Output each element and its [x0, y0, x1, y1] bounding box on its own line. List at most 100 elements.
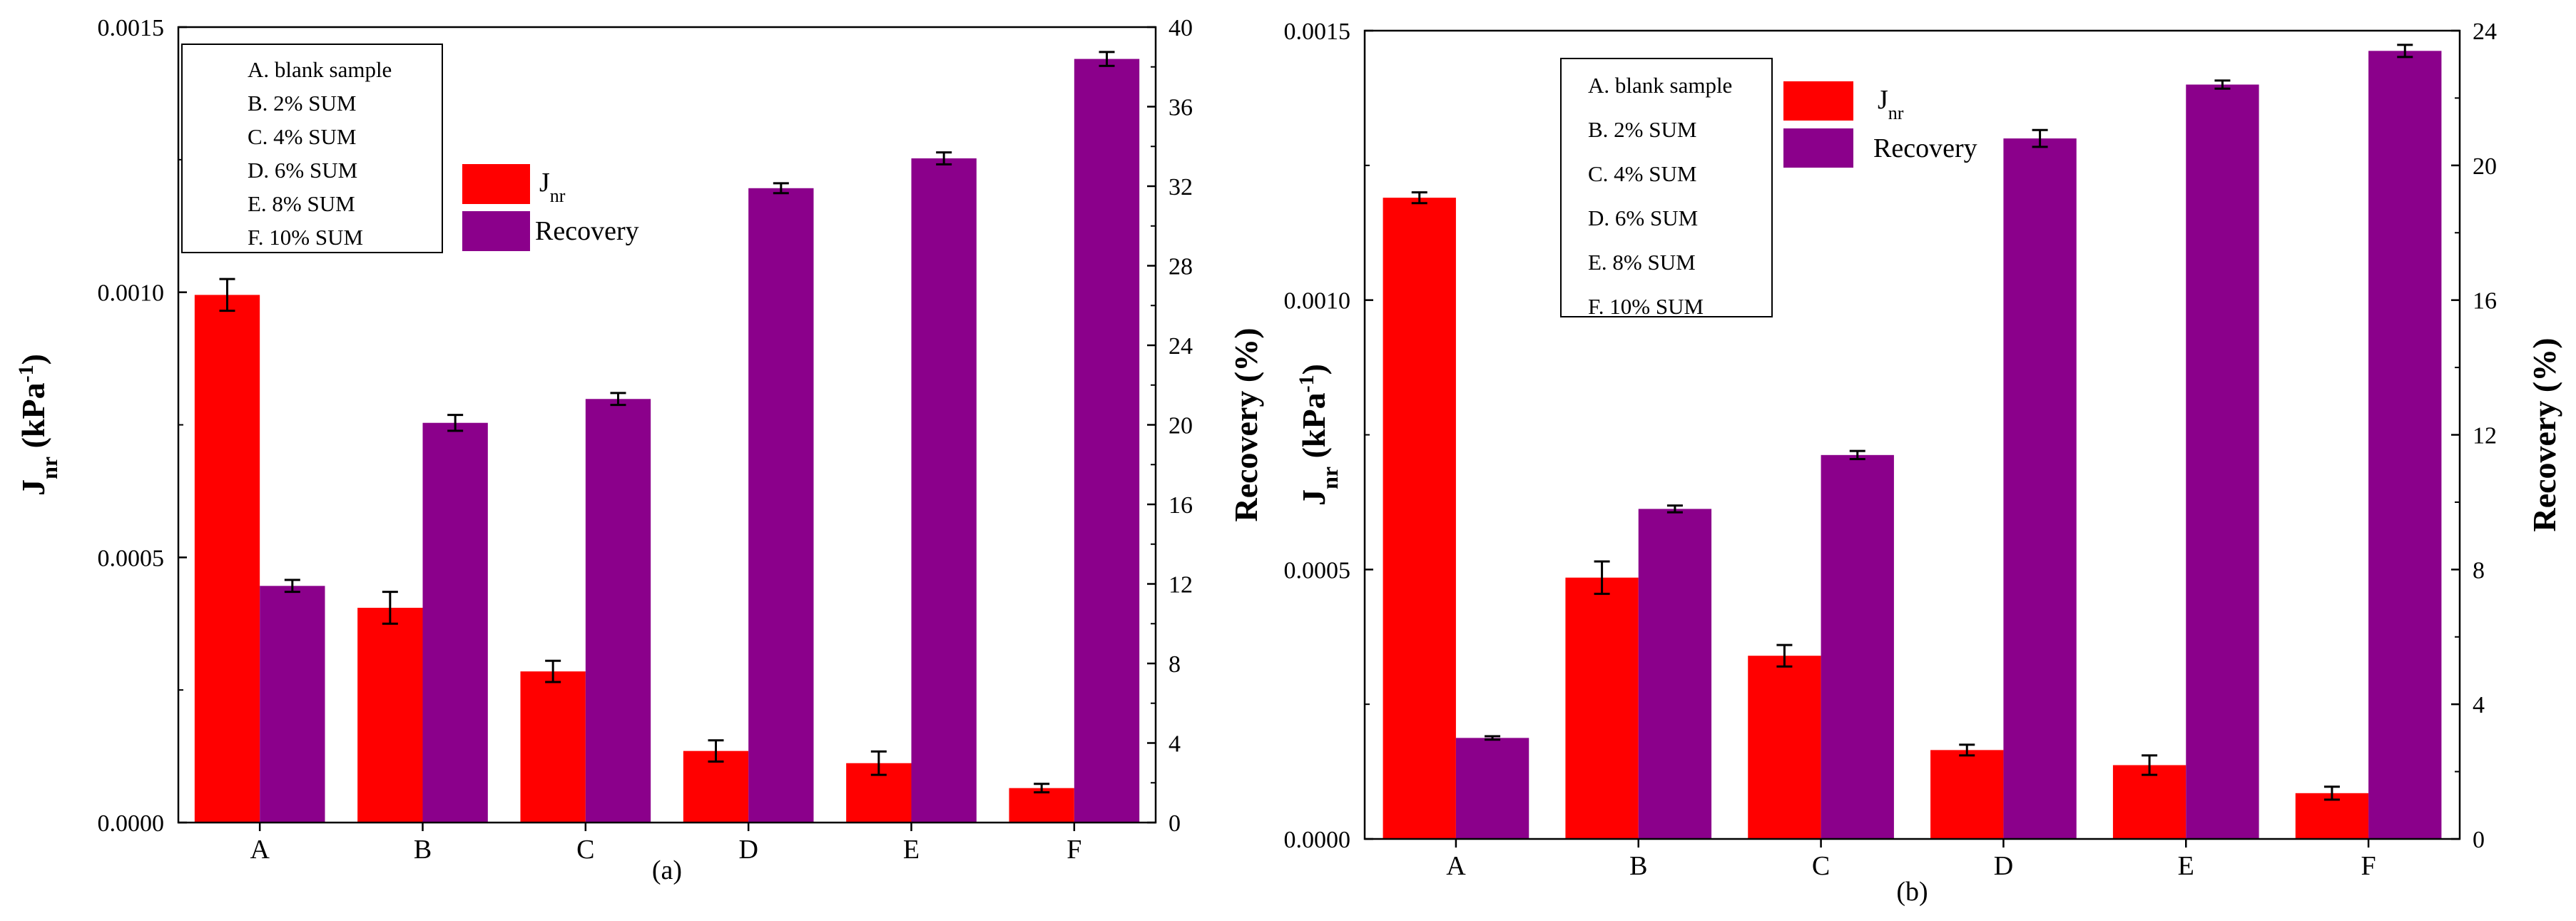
chartb-x-tick-label: B — [1629, 851, 1647, 881]
charta-bar-recovery-B — [422, 422, 488, 823]
chartb-legend-label-jnr-main: J — [1878, 85, 1888, 115]
charta-right-tick-label: 40 — [1169, 15, 1193, 41]
charta-legend-label-jnr: Jnr — [539, 168, 566, 206]
chartb-left-axis-title: Jnr (kPa-1) — [1295, 364, 1343, 506]
charta-right-tick-label: 4 — [1169, 731, 1181, 758]
chartb-sample-legend-item: F. 10% SUM — [1588, 294, 1704, 319]
charta-right-tick-label: 16 — [1169, 492, 1193, 519]
charta-sample-legend-item: F. 10% SUM — [248, 225, 363, 250]
charta-left-axis-title: Jnr (kPa-1) — [14, 354, 63, 496]
chartb-bar-recovery-F — [2368, 51, 2442, 840]
chartb-right-axis-title: Recovery (%) — [2526, 337, 2562, 531]
charta-left-tick-label: 0.0000 — [98, 810, 165, 837]
charta-sample-legend-item: D. 6% SUM — [248, 158, 357, 183]
chartb-bar-jnr-E — [2112, 765, 2186, 839]
chartb-left-axis-title-unit-close: ) — [1295, 364, 1332, 375]
chartb-bar-jnr-F — [2295, 793, 2369, 839]
chartb-right-tick-label: 0 — [2473, 827, 2485, 853]
chartb-bar-jnr-C — [1748, 656, 1821, 839]
chartb-bar-jnr-B — [1565, 577, 1639, 839]
charta-legend-swatch-recovery — [462, 211, 530, 251]
charta-sample-legend-item: A. blank sample — [248, 57, 392, 82]
charta-bar-jnr-D — [683, 750, 749, 823]
chartb-left-axis-title-sub: nr — [1317, 467, 1343, 489]
chartb-bar-jnr-A — [1383, 198, 1456, 839]
chartb-legend-swatch-jnr — [1783, 81, 1853, 121]
charta-left-axis-title-sub: nr — [36, 457, 62, 479]
charta-bar-jnr-A — [194, 295, 260, 823]
charta-group: 0.0000 0.0005 0.0010 0.0015 0 4 8 12 16 20 24 28 32 3… — [14, 15, 1265, 885]
chartb-sample-legend-item: B. 2% SUM — [1588, 117, 1696, 142]
chartb-right-tick-label: 4 — [2473, 692, 2485, 718]
chartb-right-tick-label: 12 — [2473, 423, 2497, 449]
chartb-legend-label-jnr-sub: nr — [1888, 103, 1904, 123]
chartb-left-tick-label: 0.0005 — [1284, 557, 1351, 584]
charta-sample-legend-item: E. 8% SUM — [248, 191, 355, 216]
charta-right-tick-label: 12 — [1169, 572, 1193, 599]
chartb-legend-label-jnr: Jnr — [1878, 85, 1904, 123]
charta-legend-label-jnr-main: J — [539, 168, 550, 198]
chartb-right-tick-label: 8 — [2473, 557, 2485, 584]
charta-right-tick-label: 20 — [1169, 413, 1193, 439]
charta-left-tick-label: 0.0015 — [98, 15, 165, 41]
charta-left-tick-label: 0.0010 — [98, 280, 165, 307]
chartb-bar-recovery-B — [1638, 509, 1712, 839]
chartb-legend-label-recovery: Recovery — [1873, 133, 1977, 163]
chartb-sample-legend-item: C. 4% SUM — [1588, 161, 1696, 186]
chartb-bar-recovery-D — [2003, 138, 2077, 840]
charta-bar-recovery-F — [1074, 58, 1140, 823]
chartb-left-axis-title-unit-sup: -1 — [1295, 375, 1318, 392]
charta-right-tick-label: 0 — [1169, 810, 1181, 837]
chartb-left-axis-title-unit-open: (kPa — [1295, 392, 1332, 467]
charta-left-axis-title-unit-open: (kPa — [15, 382, 51, 457]
charta-right-tick-label: 28 — [1169, 254, 1193, 280]
charta-x-tick-label: D — [738, 835, 758, 865]
charta-x-tick-label: F — [1066, 835, 1081, 865]
chartb-sample-legend-box — [1560, 58, 1773, 317]
chartb-legend-swatch-recovery — [1783, 128, 1853, 168]
chartb-bar-recovery-E — [2186, 84, 2259, 840]
charta-bar-recovery-A — [260, 586, 325, 823]
chartb-right-tick-label: 20 — [2473, 153, 2497, 180]
charta-right-tick-label: 24 — [1169, 333, 1193, 360]
charta-left-axis-title-main: J — [15, 479, 51, 496]
charta-bar-recovery-C — [585, 399, 651, 823]
charta-left-tick-label: 0.0005 — [98, 545, 165, 571]
charta-x-tick-label: B — [414, 835, 432, 865]
charta-legend-label-recovery: Recovery — [535, 216, 639, 246]
charta-right-tick-label: 32 — [1169, 174, 1193, 200]
chartb-left-tick-label: 0.0015 — [1284, 19, 1351, 45]
chartb-right-tick-label: 16 — [2473, 288, 2497, 315]
chartb-left-tick-label: 0.0000 — [1284, 827, 1351, 853]
charta-sample-legend-item: C. 4% SUM — [248, 124, 356, 149]
chartb-x-tick-label: C — [1812, 851, 1830, 881]
chartb-bar-recovery-C — [1821, 454, 1894, 839]
chartb-x-tick-label: D — [1994, 851, 2013, 881]
chartb-left-tick-label: 0.0010 — [1284, 288, 1351, 315]
chartb-bar-jnr-D — [1930, 750, 2004, 839]
charta-sample-legend-item: B. 2% SUM — [248, 91, 356, 116]
charta-x-tick-label: A — [250, 835, 270, 865]
charta-right-tick-label: 8 — [1169, 651, 1181, 678]
charta-left-axis-title-unit-close: ) — [15, 354, 51, 365]
charta-right-tick-label: 36 — [1169, 95, 1193, 121]
charta-x-tick-label: C — [576, 835, 594, 865]
chartb-x-tick-label: F — [2361, 851, 2376, 881]
charta-legend-label-jnr-sub: nr — [550, 185, 566, 206]
chartb-x-tick-label: A — [1446, 851, 1466, 881]
charta-bar-recovery-E — [911, 158, 977, 823]
chartb-sample-legend-item: D. 6% SUM — [1588, 205, 1698, 230]
chartb-sample-legend-item: E. 8% SUM — [1588, 250, 1696, 275]
charta-x-tick-label: E — [903, 835, 920, 865]
charta-right-axis-title: Recovery (%) — [1228, 327, 1264, 521]
charta-bar-jnr-C — [520, 671, 586, 823]
charta-left-axis-title-unit-sup: -1 — [14, 365, 38, 382]
charta-bar-recovery-D — [748, 188, 814, 823]
chartb-x-tick-label: E — [2178, 851, 2194, 881]
charta-bar-jnr-F — [1009, 788, 1074, 823]
chartb-sample-legend-item: A. blank sample — [1588, 73, 1732, 98]
chartb-right-tick-label: 24 — [2473, 19, 2497, 45]
charta-legend-swatch-jnr — [462, 164, 530, 204]
